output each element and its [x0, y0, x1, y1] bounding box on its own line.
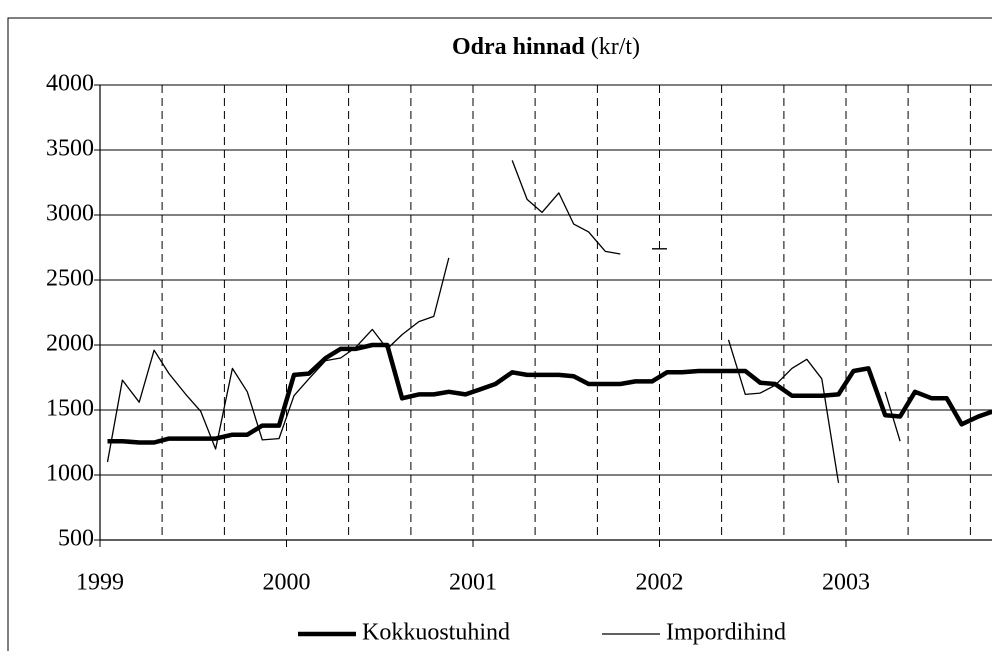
- y-tick-label: 4000: [46, 71, 94, 97]
- legend-label: Impordihind: [666, 620, 786, 646]
- y-tick-label: 1500: [46, 396, 94, 422]
- y-tick-label: 2500: [46, 266, 94, 292]
- title-unit: (kr/t): [591, 34, 640, 60]
- x-tick-label: 2002: [636, 570, 684, 596]
- series-line: [106, 160, 901, 483]
- series-line: [107, 342, 992, 445]
- x-tick-label: 2001: [449, 570, 497, 596]
- y-tick-label: 3500: [46, 136, 94, 162]
- legend-label: Kokkuostuhind: [362, 620, 510, 646]
- y-tick-label: 2000: [46, 331, 94, 357]
- chart-frame: [7, 17, 992, 651]
- y-tick-label: 500: [58, 526, 94, 552]
- x-tick-label: 1999: [76, 570, 124, 596]
- x-tick-label: 2003: [822, 570, 870, 596]
- y-tick-label: 1000: [46, 461, 94, 487]
- chart-title: Odra hinnad (kr/t): [452, 34, 640, 60]
- title-main: Odra hinnad: [452, 34, 585, 60]
- y-tick-label: 3000: [46, 201, 94, 227]
- x-tick-label: 2000: [263, 570, 311, 596]
